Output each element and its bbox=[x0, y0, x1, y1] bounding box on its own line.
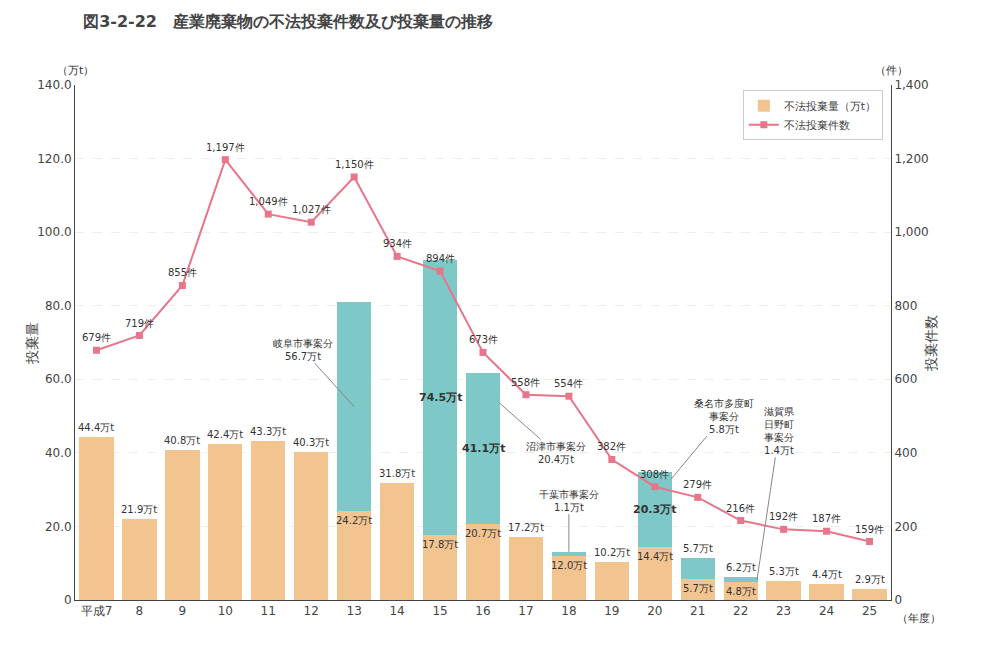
svg-text:20: 20 bbox=[647, 604, 662, 618]
svg-text:31.8万t: 31.8万t bbox=[379, 468, 415, 479]
svg-text:15: 15 bbox=[432, 604, 447, 618]
svg-text:18: 18 bbox=[561, 604, 576, 618]
svg-text:192件: 192件 bbox=[769, 511, 798, 522]
svg-text:200: 200 bbox=[894, 520, 917, 534]
svg-text:11: 11 bbox=[261, 604, 276, 618]
svg-text:5.7万t: 5.7万t bbox=[683, 543, 713, 554]
svg-text:1,027件: 1,027件 bbox=[292, 204, 331, 215]
svg-text:600: 600 bbox=[894, 372, 917, 386]
svg-text:400: 400 bbox=[894, 446, 917, 460]
svg-text:（万t）: （万t） bbox=[57, 64, 94, 77]
svg-text:1,197件: 1,197件 bbox=[206, 142, 245, 153]
svg-text:不法投棄件数: 不法投棄件数 bbox=[784, 119, 850, 132]
svg-text:桑名市多度町事案分5.8万t: 桑名市多度町事案分5.8万t bbox=[694, 398, 754, 435]
svg-text:1,049件: 1,049件 bbox=[249, 196, 288, 207]
svg-text:8: 8 bbox=[136, 604, 144, 618]
svg-text:12.0万t: 12.0万t bbox=[551, 560, 587, 571]
svg-text:17: 17 bbox=[518, 604, 533, 618]
svg-text:40.0: 40.0 bbox=[45, 446, 72, 460]
svg-text:120.0: 120.0 bbox=[37, 152, 71, 166]
svg-text:千葉市事案分1.1万t: 千葉市事案分1.1万t bbox=[539, 489, 599, 513]
svg-text:10: 10 bbox=[218, 604, 233, 618]
svg-text:13: 13 bbox=[347, 604, 362, 618]
svg-text:（年度）: （年度） bbox=[897, 612, 941, 625]
svg-text:100.0: 100.0 bbox=[37, 225, 71, 239]
svg-text:17.2万t: 17.2万t bbox=[508, 522, 544, 533]
svg-text:投棄件数: 投棄件数 bbox=[923, 315, 939, 372]
svg-text:10.2万t: 10.2万t bbox=[594, 547, 630, 558]
svg-text:0: 0 bbox=[894, 593, 902, 607]
svg-text:279件: 279件 bbox=[683, 479, 712, 490]
svg-text:19: 19 bbox=[604, 604, 619, 618]
svg-text:140.0: 140.0 bbox=[37, 78, 71, 92]
svg-text:2.9万t: 2.9万t bbox=[855, 574, 885, 585]
svg-text:岐阜市事案分56.7万t: 岐阜市事案分56.7万t bbox=[273, 338, 333, 362]
svg-text:673件: 673件 bbox=[469, 334, 498, 345]
svg-text:42.4万t: 42.4万t bbox=[207, 429, 243, 440]
svg-text:43.3万t: 43.3万t bbox=[250, 426, 286, 437]
svg-text:934件: 934件 bbox=[383, 238, 412, 249]
svg-text:719件: 719件 bbox=[125, 318, 154, 329]
svg-text:855件: 855件 bbox=[168, 267, 197, 278]
svg-text:5.7万t: 5.7万t bbox=[683, 583, 713, 594]
svg-text:平成7: 平成7 bbox=[81, 604, 113, 618]
svg-text:14: 14 bbox=[389, 604, 404, 618]
svg-text:12: 12 bbox=[304, 604, 319, 618]
svg-text:308件: 308件 bbox=[640, 469, 669, 480]
svg-text:20.3万t: 20.3万t bbox=[633, 503, 676, 516]
svg-text:40.8万t: 40.8万t bbox=[164, 435, 200, 446]
svg-text:1,200: 1,200 bbox=[894, 152, 928, 166]
svg-text:4.8万t: 4.8万t bbox=[726, 586, 756, 597]
svg-text:滋賀県日野町事案分1.4万t: 滋賀県日野町事案分1.4万t bbox=[764, 406, 794, 456]
svg-text:沼津市事案分20.4万t: 沼津市事案分20.4万t bbox=[526, 441, 586, 465]
svg-text:894件: 894件 bbox=[426, 253, 455, 264]
svg-text:1,150件: 1,150件 bbox=[335, 159, 374, 170]
svg-text:14.4万t: 14.4万t bbox=[637, 551, 673, 562]
svg-text:17.8万t: 17.8万t bbox=[422, 539, 458, 550]
svg-text:21: 21 bbox=[690, 604, 705, 618]
svg-text:60.0: 60.0 bbox=[45, 372, 72, 386]
svg-text:6.2万t: 6.2万t bbox=[726, 562, 756, 573]
svg-text:（件）: （件） bbox=[875, 64, 908, 77]
svg-text:0: 0 bbox=[64, 593, 72, 607]
svg-text:679件: 679件 bbox=[82, 332, 111, 343]
svg-text:16: 16 bbox=[475, 604, 490, 618]
svg-text:図3-2-22 産業廃棄物の不法投棄件数及び投棄量の推移: 図3-2-22 産業廃棄物の不法投棄件数及び投棄量の推移 bbox=[83, 12, 493, 31]
svg-text:40.3万t: 40.3万t bbox=[293, 437, 329, 448]
svg-text:投棄量: 投棄量 bbox=[24, 322, 40, 365]
svg-text:24: 24 bbox=[819, 604, 834, 618]
svg-text:382件: 382件 bbox=[597, 441, 626, 452]
svg-text:1,000: 1,000 bbox=[894, 225, 928, 239]
svg-text:23: 23 bbox=[776, 604, 791, 618]
svg-text:74.5万t: 74.5万t bbox=[419, 391, 462, 404]
svg-text:20.0: 20.0 bbox=[45, 520, 72, 534]
svg-text:1,400: 1,400 bbox=[894, 78, 928, 92]
svg-text:不法投棄量（万t）: 不法投棄量（万t） bbox=[784, 100, 876, 113]
svg-text:25: 25 bbox=[862, 604, 877, 618]
svg-text:44.4万t: 44.4万t bbox=[78, 422, 114, 433]
svg-text:80.0: 80.0 bbox=[45, 299, 72, 313]
svg-text:558件: 558件 bbox=[511, 377, 540, 388]
svg-text:20.7万t: 20.7万t bbox=[465, 528, 501, 539]
svg-text:22: 22 bbox=[733, 604, 748, 618]
svg-text:9: 9 bbox=[179, 604, 187, 618]
svg-text:5.3万t: 5.3万t bbox=[769, 566, 799, 577]
svg-text:41.1万t: 41.1万t bbox=[462, 442, 505, 455]
svg-text:21.9万t: 21.9万t bbox=[121, 504, 157, 515]
svg-text:800: 800 bbox=[894, 299, 917, 313]
svg-text:554件: 554件 bbox=[554, 378, 583, 389]
svg-text:4.4万t: 4.4万t bbox=[812, 569, 842, 580]
svg-text:216件: 216件 bbox=[726, 503, 755, 514]
svg-text:187件: 187件 bbox=[812, 513, 841, 524]
svg-text:159件: 159件 bbox=[855, 524, 884, 535]
svg-text:24.2万t: 24.2万t bbox=[336, 515, 372, 526]
